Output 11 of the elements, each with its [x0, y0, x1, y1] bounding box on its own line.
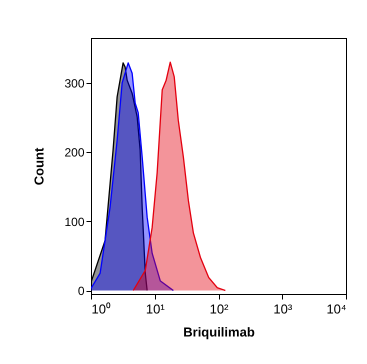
x-tick-label: 10¹	[146, 302, 166, 316]
y-tick-label: 0	[78, 284, 85, 298]
x-tick-label: 10⁴	[326, 302, 346, 316]
x-tick-label: 10⁰	[92, 302, 111, 316]
y-tick-label: 200	[64, 146, 85, 160]
x-tick-label: 10³	[273, 302, 293, 316]
x-tick-label: 10²	[210, 302, 230, 316]
y-tick-label: 100	[64, 214, 85, 229]
y-axis-title: Count	[31, 147, 46, 186]
y-tick-label: 300	[64, 76, 85, 90]
x-axis-title: Briquilimab	[183, 324, 255, 340]
